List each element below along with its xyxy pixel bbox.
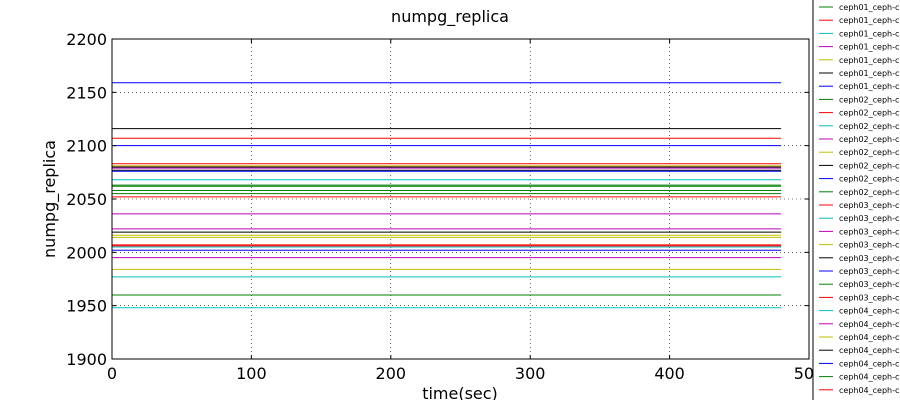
- legend-entry-label: ceph03_ceph-c: [839, 241, 899, 250]
- series-lines: [112, 82, 782, 309]
- legend-entry-label: ceph01_ceph-c: [839, 82, 899, 91]
- legend-entry-label: ceph02_ceph-c: [839, 188, 899, 197]
- legend-entry-label: ceph04_ceph-c: [839, 386, 899, 395]
- legend-entry-label: ceph03_ceph-c: [839, 214, 899, 223]
- x-tick-label: 200: [376, 364, 407, 383]
- legend-entry-label: ceph01_ceph-c: [839, 43, 899, 52]
- y-tick-label: 2100: [66, 137, 107, 156]
- x-tick-label: 400: [654, 364, 685, 383]
- y-tick-label: 2150: [66, 83, 107, 102]
- legend-entry-label: ceph02_ceph-c: [839, 161, 899, 170]
- y-tick-label: 1900: [66, 350, 107, 369]
- legend-entry-label: ceph02_ceph-c: [839, 95, 899, 104]
- legend-entry-label: ceph04_ceph-c: [839, 346, 899, 355]
- legend-entry-label: ceph04_ceph-c: [839, 307, 899, 316]
- x-axis-label: time(sec): [422, 384, 498, 400]
- legend-entry-label: ceph03_ceph-c: [839, 201, 899, 210]
- legend-entry-label: ceph04_ceph-c: [839, 373, 899, 382]
- legend-entry-label: ceph02_ceph-c: [839, 109, 899, 118]
- y-tick-label: 2200: [66, 30, 107, 49]
- x-tick-label: 100: [236, 364, 267, 383]
- y-tick-label: 2000: [66, 243, 107, 262]
- legend-entry-label: ceph03_ceph-c: [839, 254, 899, 263]
- y-tick-label: 2050: [66, 190, 107, 209]
- x-tick-label: 300: [515, 364, 546, 383]
- axis-ticks: 0 100 200 300 400 500190019502000205021002150…: [66, 30, 824, 383]
- legend-entry-label: ceph03_ceph-c: [839, 293, 899, 302]
- chart-title: numpg_replica: [391, 7, 509, 27]
- legend-box: [812, 0, 900, 400]
- legend-entry-label: ceph04_ceph-c: [839, 359, 899, 368]
- legend-entry-label: ceph02_ceph-c: [839, 148, 899, 157]
- y-tick-label: 1950: [66, 297, 107, 316]
- legend-entry-label: ceph03_ceph-c: [839, 267, 899, 276]
- x-tick-label: 0: [107, 364, 117, 383]
- legend-entry-label: ceph01_ceph-c: [839, 16, 899, 25]
- legend-entry-label: ceph01_ceph-c: [839, 29, 899, 38]
- legend-entry-label: ceph04_ceph-c: [839, 333, 899, 342]
- legend-entry-label: ceph04_ceph-c: [839, 320, 899, 329]
- legend-entry-label: ceph02_ceph-c: [839, 175, 899, 184]
- legend-entry-label: ceph01_ceph-c: [839, 3, 899, 12]
- legend-entry-label: ceph01_ceph-c: [839, 69, 899, 78]
- legend-entry-label: ceph03_ceph-c: [839, 227, 899, 236]
- legend-entry-label: ceph01_ceph-c: [839, 56, 899, 65]
- grid: [112, 39, 809, 359]
- legend: ceph01_ceph-cceph01_ceph-cceph01_ceph-cc…: [812, 0, 900, 400]
- legend-entry-label: ceph02_ceph-c: [839, 122, 899, 131]
- legend-entry-label: ceph03_ceph-c: [839, 280, 899, 289]
- y-axis-label: numpg_replica: [40, 140, 60, 258]
- legend-entry-label: ceph02_ceph-c: [839, 135, 899, 144]
